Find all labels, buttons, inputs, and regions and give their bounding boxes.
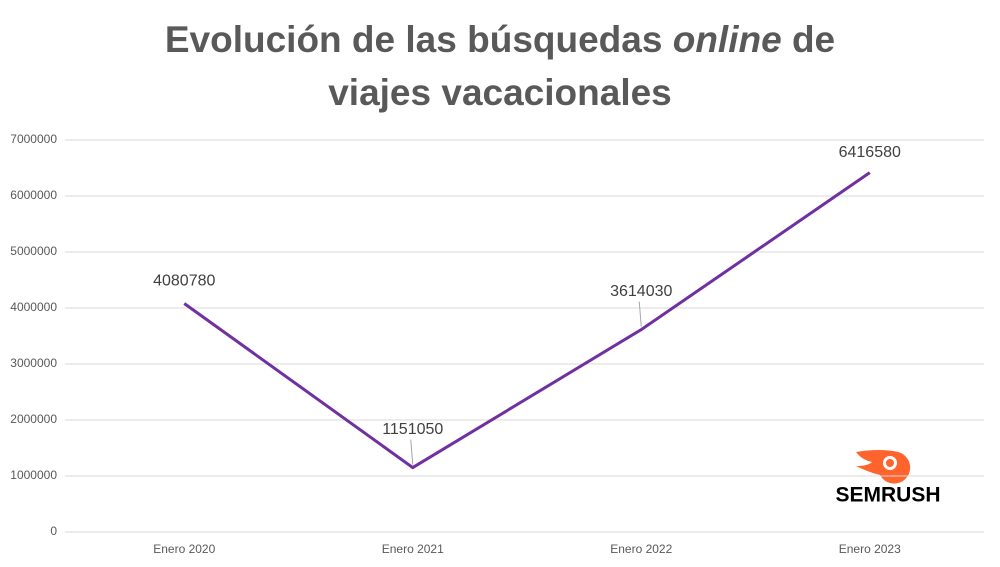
- data-label: 6416580: [839, 144, 901, 161]
- y-tick-label: 4000000: [10, 300, 57, 314]
- title-part: de: [792, 19, 835, 60]
- y-tick-label: 7000000: [10, 132, 57, 146]
- chart-title: Evolución de las búsquedas online de: [165, 19, 835, 60]
- x-tick-label: Enero 2022: [610, 542, 672, 556]
- y-tick-label: 3000000: [10, 356, 57, 370]
- chart-title: viajes vacacionales: [328, 72, 672, 113]
- y-tick-label: 1000000: [10, 468, 57, 482]
- logo: SEMRUSH: [835, 450, 941, 507]
- x-tick-label: Enero 2020: [153, 542, 215, 556]
- leader-line: [638, 301, 642, 327]
- data-label: 4080780: [153, 273, 215, 290]
- logo-icon: [856, 450, 911, 484]
- logo-text: SEMRUSH: [835, 484, 940, 507]
- leader-line: [410, 439, 414, 465]
- y-tick-label: 2000000: [10, 412, 57, 426]
- title-part: online: [673, 19, 782, 60]
- line: [183, 171, 871, 470]
- x-tick-label: Enero 2023: [839, 542, 901, 556]
- logo-icon: [886, 459, 894, 467]
- data-label: 1151050: [382, 421, 443, 438]
- y-tick-label: 5000000: [10, 244, 57, 258]
- y-tick-label: 0: [50, 524, 57, 538]
- data-label: 3614030: [610, 283, 672, 300]
- x-tick-label: Enero 2021: [382, 542, 444, 556]
- title-part: Evolución de las búsquedas: [165, 19, 663, 60]
- y-tick-label: 6000000: [10, 188, 57, 202]
